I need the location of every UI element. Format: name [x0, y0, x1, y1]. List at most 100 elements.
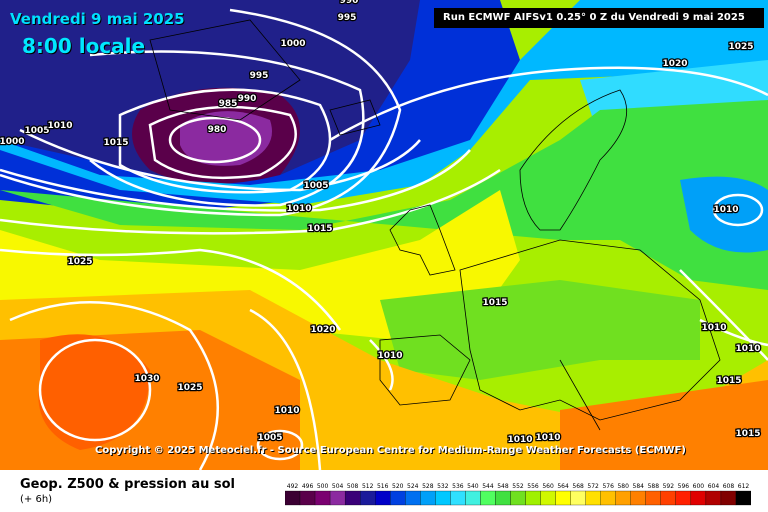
scale-swatch: [735, 490, 751, 506]
scale-swatch: [690, 490, 707, 506]
scale-swatch: [540, 490, 556, 506]
pressure-label: 1025: [728, 42, 753, 52]
isobar-1020: [329, 66, 768, 142]
pressure-label: 1010: [47, 121, 72, 131]
pressure-label: 995: [250, 71, 269, 81]
pressure-label: 1025: [67, 257, 92, 267]
high-pressure-cell: [38, 334, 150, 450]
italy: [559, 359, 601, 431]
scale-swatch: [405, 490, 421, 506]
isobar-1015-east: [679, 269, 768, 361]
scale-label: 540: [467, 483, 479, 490]
pressure-label: 995: [338, 13, 357, 23]
isobar-985: [148, 105, 297, 180]
pressure-label: 1025: [177, 383, 202, 393]
scale-label: 524: [407, 483, 419, 490]
south-east-orange: [560, 380, 768, 470]
scale-label: 608: [723, 483, 735, 490]
isobar-1010-iberia: [369, 339, 394, 391]
pressure-label: 1005: [24, 126, 49, 136]
scale-swatch: [390, 490, 406, 506]
pressure-label: 1010: [701, 323, 726, 333]
scale-swatch: [600, 490, 616, 506]
isobar-lines: [0, 8, 768, 470]
pressure-label: 1015: [716, 376, 741, 386]
iceland: [329, 99, 381, 136]
pressure-label: 1000: [280, 39, 305, 49]
scale-swatch: [299, 490, 316, 506]
scale-label: 516: [377, 483, 389, 490]
pressure-label: 1010: [735, 344, 760, 354]
scale-label: 592: [663, 483, 675, 490]
scale-label: 496: [302, 483, 314, 490]
pressure-label: 985: [219, 99, 238, 109]
pressure-label: 1015: [103, 138, 128, 148]
scale-label: 584: [633, 483, 645, 490]
legend-title: Geop. Z500 & pression au sol: [20, 477, 235, 492]
scale-label: 556: [527, 483, 539, 490]
scale-label: 520: [392, 483, 404, 490]
scale-label: 568: [572, 483, 584, 490]
greenland: [149, 19, 301, 121]
scale-label: 600: [693, 483, 705, 490]
cyan-band: [0, 0, 768, 205]
central-green: [380, 280, 700, 380]
scale-label: 564: [557, 483, 569, 490]
green-band: [0, 100, 768, 290]
forecast-time: 8:00 locale: [22, 34, 146, 58]
isobar-995: [89, 50, 365, 207]
isobar-1010-east-south: [699, 318, 768, 347]
pressure-label: 1000: [0, 137, 25, 147]
scale-swatch: [450, 490, 466, 506]
scale-label: 528: [422, 483, 434, 490]
pressure-label: 1010: [507, 435, 532, 445]
scale-swatch: [675, 490, 692, 506]
scale-label: 508: [347, 483, 359, 490]
isobar-1030: [38, 338, 152, 442]
scale-label: 596: [678, 483, 690, 490]
run-info-bar: Run ECMWF AIFSv1 0.25° 0 Z du Vendredi 9…: [434, 8, 764, 28]
scale-swatch: [344, 490, 361, 506]
isobar-1000: [0, 8, 402, 217]
scale-swatch: [525, 490, 541, 506]
isobar-980: [168, 116, 262, 164]
iberia: [379, 334, 471, 406]
scale-swatch: [705, 490, 722, 506]
pressure-label: 1030: [134, 374, 159, 384]
pressure-label: 1010: [274, 406, 299, 416]
isobar-1020-south: [249, 308, 322, 470]
scale-swatch: [660, 490, 676, 506]
scale-label: 588: [648, 483, 660, 490]
british-isles: [389, 204, 456, 276]
pressure-label: 1015: [482, 298, 507, 308]
scale-label: 560: [542, 483, 554, 490]
pressure-label: 1010: [377, 351, 402, 361]
scale-swatch: [585, 490, 601, 506]
isobar-1015: [0, 168, 501, 235]
scale-label: 612: [738, 483, 750, 490]
pressure-label: 1005: [257, 433, 282, 443]
scale-label: 532: [437, 483, 449, 490]
scale-swatch: [615, 490, 631, 506]
isobar-1025: [0, 248, 342, 331]
pressure-label: 980: [208, 125, 227, 135]
scale-label: 492: [287, 483, 299, 490]
isobar-1005-south: [256, 429, 304, 461]
scale-swatch: [510, 490, 526, 506]
scale-label: 572: [587, 483, 599, 490]
scale-swatch: [375, 490, 391, 506]
scale-label: 552: [512, 483, 524, 490]
isobar-990: [118, 88, 332, 194]
europe-mainland: [459, 239, 721, 421]
scale-label: 500: [317, 483, 329, 490]
scale-swatch: [285, 490, 301, 506]
scale-swatch: [314, 490, 331, 506]
pressure-label: 1010: [286, 204, 311, 214]
scale-swatch: [555, 490, 571, 506]
copyright-notice: Copyright © 2025 Meteociel.fr - Source E…: [95, 445, 686, 456]
scale-swatch: [360, 490, 376, 506]
scale-swatch: [480, 490, 496, 506]
scale-swatch: [630, 490, 646, 506]
scale-swatch: [645, 490, 661, 506]
